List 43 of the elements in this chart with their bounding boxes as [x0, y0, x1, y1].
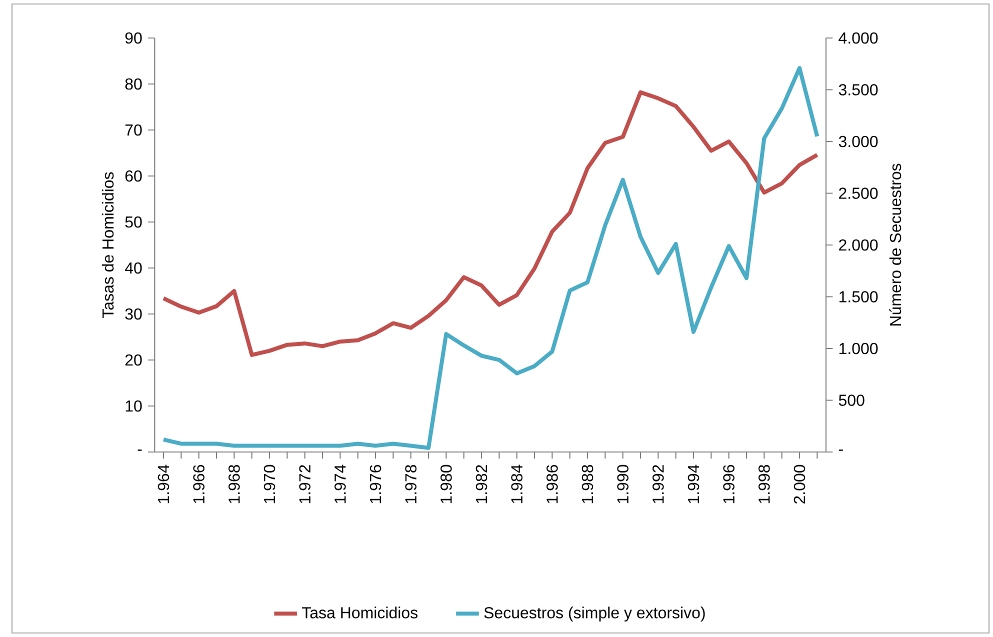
y-axis-title: Tasas de Homicidios	[102, 172, 114, 318]
x-tick-label: 1.974	[334, 464, 346, 504]
x-tick-label: 1.998	[758, 464, 770, 504]
y-tick-label: 10	[126, 400, 142, 412]
legend-label: Tasa Homicidios	[302, 606, 418, 618]
x-tick-label: 1.964	[158, 464, 170, 504]
y2-tick-label: 1.000	[839, 342, 878, 354]
x-tick-label: 1.978	[405, 464, 416, 504]
x-tick-label: 1.972	[299, 465, 310, 504]
line-series	[162, 90, 820, 357]
x-tick-label: 2.000	[794, 464, 806, 504]
y2-tick-label: 4.000	[838, 32, 878, 44]
y2-tick-label: 500	[838, 394, 864, 406]
y2-axis-title: Número de Secuestros	[889, 164, 902, 326]
x-tick-label: 1.968	[228, 464, 240, 504]
x-tick-label: 1.996	[723, 464, 734, 504]
x-tick-label: 1.970	[264, 464, 276, 504]
x-tick-label: 1.988	[582, 464, 594, 504]
x-tick-label: 1.982	[476, 465, 488, 504]
x-tick-label: 1.976	[370, 464, 382, 504]
y-tick-label: 40	[124, 262, 142, 274]
x-tick-label: 1.980	[440, 464, 452, 504]
y2-tick-label: 1.500	[839, 291, 878, 302]
y-tick-label: 70	[125, 124, 142, 136]
x-tick-label: 1.992	[652, 465, 664, 504]
y2-tick-label: -	[838, 450, 843, 451]
y-tick-label: 20	[125, 354, 142, 366]
y-tick-label: 90	[125, 32, 142, 44]
y-tick-label: 50	[125, 216, 142, 228]
x-tick-label: 1.994	[688, 464, 700, 504]
x-tick-label: 1.986	[546, 464, 558, 504]
y-tick-label: 30	[125, 308, 142, 320]
x-tick-label: 1.984	[511, 464, 522, 504]
legend-label: Secuestros (simple y extorsivo)	[484, 606, 705, 622]
x-tick-label: 1.966	[193, 464, 204, 504]
y-tick-label: 80	[125, 78, 142, 90]
y-tick-label: 60	[125, 170, 142, 182]
y2-tick-label: 2.500	[839, 188, 878, 199]
y2-tick-label: 3.000	[838, 136, 878, 148]
y-tick-label: -	[138, 450, 142, 451]
x-tick-label: 1.990	[617, 464, 628, 504]
y2-tick-label: 3.500	[838, 84, 878, 96]
y2-tick-label: 2.000	[839, 239, 878, 251]
